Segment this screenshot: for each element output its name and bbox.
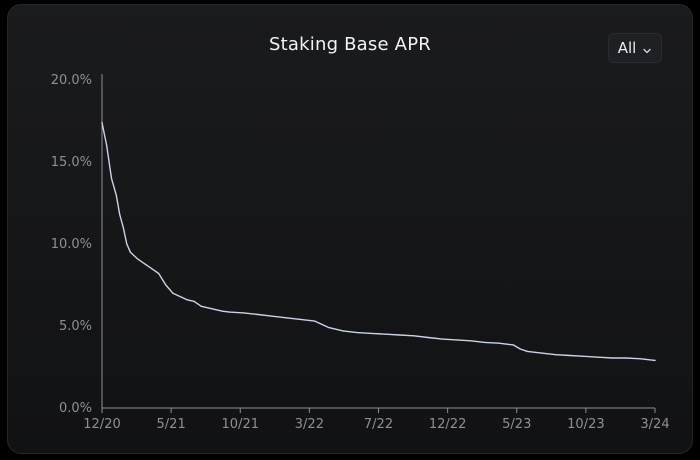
x-tick-label: 3/24	[640, 417, 669, 432]
y-tick-label: 0.0%	[59, 401, 92, 416]
apr-data-point	[158, 272, 160, 275]
apr-data-point	[101, 122, 103, 124]
apr-data-point	[200, 305, 202, 307]
apr-data-point	[370, 332, 372, 334]
apr-data-point	[119, 213, 121, 216]
apr-data-point	[299, 318, 302, 320]
apr-data-point	[626, 357, 628, 359]
apr-data-point	[165, 284, 167, 286]
chart-title: Staking Base APR	[269, 34, 431, 55]
apr-data-point	[271, 315, 273, 317]
apr-data-point	[179, 295, 181, 298]
apr-data-point	[214, 309, 216, 311]
apr-data-point	[519, 348, 521, 350]
apr-data-point	[555, 354, 557, 356]
apr-data-point	[441, 338, 443, 340]
apr-data-point	[512, 344, 514, 346]
x-tick-label: 5/21	[157, 417, 186, 432]
apr-data-point	[115, 194, 117, 196]
apr-data-point	[541, 352, 543, 354]
apr-data-point	[569, 354, 571, 357]
apr-data-point	[597, 356, 599, 358]
apr-data-point	[129, 251, 131, 253]
x-tick-label: 12/22	[429, 417, 466, 432]
y-tick-label: 15.0%	[51, 155, 92, 170]
apr-series-line	[101, 121, 656, 362]
apr-data-point	[654, 359, 656, 361]
apr-data-point	[470, 340, 472, 342]
apr-data-point	[498, 342, 500, 344]
y-tick-label: 20.0%	[51, 73, 92, 88]
apr-data-point	[484, 341, 486, 343]
apr-data-point	[640, 358, 642, 360]
x-tick-label: 10/21	[222, 417, 259, 432]
apr-data-point	[611, 357, 614, 359]
apr-data-point	[385, 333, 387, 335]
x-tick-label: 5/23	[502, 417, 531, 432]
apr-data-point	[110, 177, 113, 179]
x-tick-label: 7/22	[364, 417, 393, 432]
apr-data-point	[583, 355, 585, 357]
apr-data-point	[243, 312, 245, 314]
apr-data-point	[413, 335, 415, 337]
x-tick-label: 3/22	[295, 417, 324, 432]
apr-data-point	[427, 336, 429, 339]
apr-data-point	[257, 313, 259, 316]
apr-data-point	[221, 310, 224, 312]
chevron-down-icon	[642, 43, 652, 54]
apr-data-point	[143, 263, 146, 265]
apr-data-point	[122, 227, 124, 229]
apr-data-point	[193, 300, 195, 302]
apr-data-point	[526, 350, 529, 352]
apr-data-point	[321, 323, 323, 325]
apr-data-point	[314, 320, 316, 322]
apr-data-point	[229, 311, 231, 313]
apr-data-point	[126, 243, 128, 245]
y-tick-label: 10.0%	[51, 237, 92, 252]
apr-data-point	[172, 292, 174, 294]
time-range-selected: All	[617, 39, 637, 57]
x-tick-label: 12/20	[83, 417, 120, 432]
apr-data-point	[186, 299, 188, 301]
apr-data-point	[399, 334, 401, 336]
apr-data-point	[285, 317, 287, 319]
y-tick-label: 5.0%	[59, 319, 92, 334]
x-tick-label: 10/23	[567, 417, 604, 432]
apr-data-point	[342, 330, 344, 332]
time-range-dropdown[interactable]: All	[608, 33, 662, 63]
apr-data-point	[328, 327, 330, 329]
apr-data-point	[455, 339, 458, 341]
apr-data-point	[151, 268, 153, 270]
chart-card	[7, 4, 693, 454]
apr-data-point	[106, 145, 108, 147]
apr-data-point	[136, 258, 138, 260]
apr-data-point	[356, 332, 358, 334]
